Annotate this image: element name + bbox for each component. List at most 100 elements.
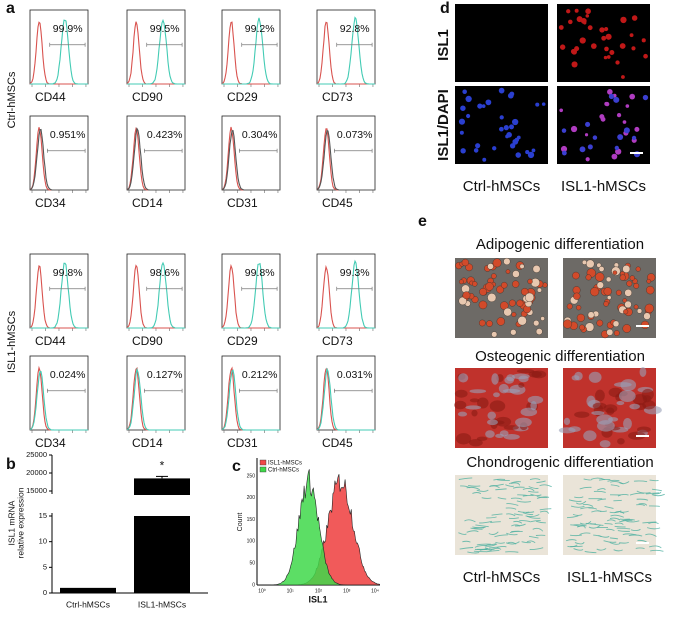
mineral-patch: [499, 430, 509, 437]
matrix-fiber: [617, 494, 629, 497]
mineral-patch: [616, 401, 625, 406]
cell-nucleus: [460, 148, 466, 154]
lipid-droplet: [590, 287, 600, 297]
section-title: Chondrogenic differentiation: [466, 454, 653, 471]
mineral-patch: [465, 405, 482, 410]
histogram-frame: [316, 253, 376, 329]
mineral-patch: [469, 398, 480, 403]
lipid-droplet: [505, 269, 511, 274]
mineral-patch: [503, 425, 519, 430]
matrix-fiber: [536, 520, 546, 524]
matrix-fiber: [513, 520, 523, 524]
matrix-fiber: [633, 480, 648, 483]
cell-nucleus: [506, 131, 512, 138]
matrix-fiber: [651, 493, 665, 497]
marker-label: CD14: [132, 436, 163, 450]
matrix-fiber: [506, 532, 518, 536]
matrix-fiber: [484, 547, 495, 550]
matrix-fiber: [606, 528, 615, 531]
cell-nucleus: [590, 43, 597, 49]
matrix-fiber: [610, 514, 624, 518]
lipid-droplet: [612, 270, 618, 275]
matrix-fiber: [573, 524, 587, 527]
marker-label: CD34: [35, 436, 66, 450]
matrix-fiber: [614, 511, 625, 514]
matrix-fiber: [515, 523, 526, 527]
matrix-fiber: [617, 530, 630, 532]
cell-nucleus: [462, 89, 467, 95]
matrix-fiber: [458, 532, 467, 535]
cell-nucleus: [477, 103, 483, 109]
matrix-fiber: [613, 549, 623, 552]
lipid-droplet: [596, 319, 604, 327]
marker-label: CD90: [132, 334, 163, 348]
matrix-fiber: [597, 510, 607, 512]
cell-nucleus: [458, 118, 466, 125]
matrix-fiber: [597, 498, 606, 501]
matrix-fiber: [525, 514, 540, 518]
mineral-patch: [595, 389, 605, 402]
matrix-fiber: [619, 541, 629, 544]
matrix-fiber: [526, 540, 536, 544]
cell-nucleus: [611, 153, 618, 160]
matrix-fiber: [604, 506, 614, 509]
flow-histogram: [257, 469, 380, 585]
matrix-fiber: [512, 486, 525, 489]
lipid-droplet: [537, 287, 542, 293]
lipid-droplet: [606, 328, 614, 336]
x-tick-label: Ctrl-hMSCs: [66, 599, 110, 609]
lipid-droplet: [492, 258, 502, 268]
cell-nucleus: [619, 43, 626, 49]
lipid-droplet: [517, 316, 527, 326]
mineral-patch: [468, 438, 483, 447]
lipid-droplet: [572, 271, 580, 280]
row-label: ISL1: [435, 29, 452, 61]
y-axis-label: Count: [237, 513, 244, 532]
cell-nucleus: [604, 101, 609, 106]
cell-nucleus: [509, 143, 516, 149]
matrix-fiber: [458, 477, 473, 480]
matrix-fiber: [536, 496, 548, 499]
marker-label: CD31: [227, 196, 258, 210]
matrix-fiber: [530, 520, 541, 523]
matrix-fiber: [508, 481, 521, 485]
matrix-fiber: [567, 544, 578, 548]
matrix-fiber: [642, 521, 657, 524]
x-axis-label: ISL1: [308, 594, 327, 604]
cell-nucleus: [604, 27, 609, 32]
row-label: ISL1/DAPI: [435, 89, 452, 161]
panel-label: c: [232, 458, 241, 475]
group-label: ISL1-hMSCs: [6, 310, 18, 373]
cell-nucleus: [485, 99, 492, 106]
matrix-fiber: [522, 512, 534, 516]
matrix-fiber: [516, 500, 531, 503]
lipid-droplet: [478, 300, 488, 310]
cell-nucleus: [559, 108, 564, 113]
matrix-fiber: [568, 499, 582, 502]
cell-nucleus: [631, 135, 637, 141]
y-tick-label: 5: [43, 562, 47, 571]
histogram-frame: [316, 9, 376, 85]
cell-nucleus: [541, 102, 546, 106]
matrix-fiber: [476, 489, 489, 492]
column-label: Ctrl-hMSCs: [463, 178, 541, 195]
marker-label: CD44: [35, 334, 66, 348]
lipid-droplet: [636, 308, 643, 314]
matrix-fiber: [616, 527, 631, 530]
matrix-fiber: [474, 545, 487, 548]
histogram-curve: [317, 259, 375, 329]
lipid-droplet: [532, 265, 541, 273]
percent-label: 99.8%: [245, 267, 275, 279]
histogram-curve: [222, 17, 280, 85]
matrix-fiber: [505, 551, 519, 553]
mineral-patch: [617, 438, 625, 445]
lipid-droplet: [585, 274, 592, 281]
cell-nucleus: [466, 113, 471, 119]
matrix-fiber: [475, 524, 489, 528]
panel-label: b: [6, 456, 16, 473]
y-tick-label: 15000: [26, 486, 47, 495]
y-tick-label: 100: [247, 539, 256, 545]
matrix-fiber: [645, 492, 660, 495]
histogram-frame: [316, 115, 376, 191]
matrix-fiber: [588, 524, 601, 529]
